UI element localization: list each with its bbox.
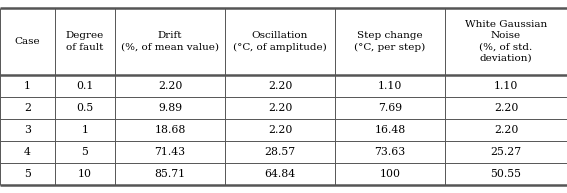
Text: 64.84: 64.84 [264, 169, 295, 179]
Text: 1.10: 1.10 [494, 81, 518, 91]
Text: 2.20: 2.20 [158, 81, 182, 91]
Text: 9.89: 9.89 [158, 103, 182, 113]
Text: 4: 4 [24, 147, 31, 157]
Text: 2.20: 2.20 [268, 125, 292, 135]
Text: Case: Case [15, 37, 40, 46]
Text: 1: 1 [24, 81, 31, 91]
Text: 25.27: 25.27 [490, 147, 522, 157]
Text: Oscillation
(°C, of amplitude): Oscillation (°C, of amplitude) [233, 31, 327, 52]
Text: 3: 3 [24, 125, 31, 135]
Text: White Gaussian
Noise
(%, of std.
deviation): White Gaussian Noise (%, of std. deviati… [465, 20, 547, 63]
Text: 100: 100 [379, 169, 400, 179]
Text: 1.10: 1.10 [378, 81, 402, 91]
Text: 71.43: 71.43 [154, 147, 185, 157]
Text: Drift
(%, of mean value): Drift (%, of mean value) [121, 31, 219, 52]
Text: 18.68: 18.68 [154, 125, 185, 135]
Text: 7.69: 7.69 [378, 103, 402, 113]
Text: 1: 1 [82, 125, 88, 135]
Text: 0.5: 0.5 [77, 103, 94, 113]
Text: 2.20: 2.20 [268, 103, 292, 113]
Text: 10: 10 [78, 169, 92, 179]
Text: 0.1: 0.1 [77, 81, 94, 91]
Text: Step change
(°C, per step): Step change (°C, per step) [354, 31, 426, 52]
Text: 2.20: 2.20 [494, 125, 518, 135]
Text: 2: 2 [24, 103, 31, 113]
Text: 16.48: 16.48 [374, 125, 405, 135]
Text: 2.20: 2.20 [268, 81, 292, 91]
Text: 73.63: 73.63 [374, 147, 405, 157]
Text: 5: 5 [82, 147, 88, 157]
Text: 85.71: 85.71 [154, 169, 185, 179]
Text: 2.20: 2.20 [494, 103, 518, 113]
Text: Degree
of fault: Degree of fault [66, 31, 104, 52]
Text: 50.55: 50.55 [490, 169, 522, 179]
Text: 28.57: 28.57 [264, 147, 295, 157]
Text: 5: 5 [24, 169, 31, 179]
